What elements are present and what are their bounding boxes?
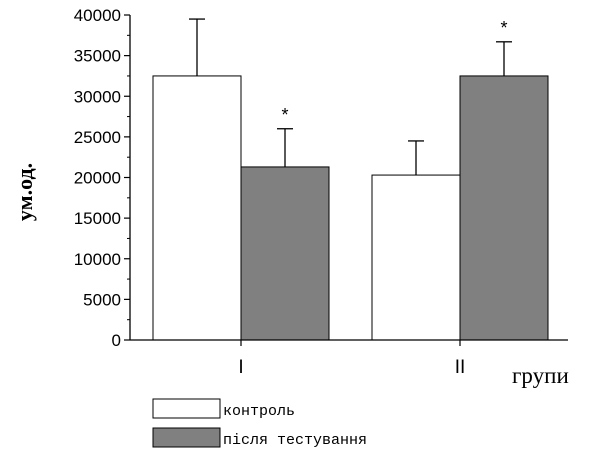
y-tick-label: 40000 xyxy=(74,6,121,25)
legend: контроль після тестування xyxy=(152,398,367,449)
x-axis-title: групи xyxy=(512,363,569,388)
significance-marker-group-1: * xyxy=(281,105,288,125)
bars-layer xyxy=(152,75,549,341)
y-axis-title: ум.од. xyxy=(12,163,37,221)
y-tick-label: 0 xyxy=(112,331,121,350)
y-tick-label: 15000 xyxy=(74,209,121,228)
y-tick-label: 35000 xyxy=(74,47,121,66)
bar-control-group-1 xyxy=(152,75,242,341)
y-tick-label: 20000 xyxy=(74,169,121,188)
legend-label-after-test: після тестування xyxy=(223,432,367,449)
y-tick-label: 5000 xyxy=(83,290,121,309)
x-categories-layer: I II xyxy=(238,340,465,378)
legend-swatch-after-test xyxy=(152,427,221,448)
y-ticks-layer: 0 5000 10000 15000 20000 25000 30000 35000 40000 xyxy=(74,6,130,350)
significance-marker-group-2: * xyxy=(500,18,507,38)
y-tick-label: 25000 xyxy=(74,128,121,147)
bar-after-test-group-2 xyxy=(459,75,549,341)
x-category-label: II xyxy=(455,357,466,378)
bar-after-test-group-1 xyxy=(240,166,330,341)
y-tick-label: 30000 xyxy=(74,87,121,106)
legend-swatch-control xyxy=(152,398,221,419)
bar-control-group-2 xyxy=(371,174,461,341)
y-tick-label: 10000 xyxy=(74,250,121,269)
x-category-label: I xyxy=(238,357,243,378)
significance-layer: ** xyxy=(281,18,507,125)
legend-label-control: контроль xyxy=(223,403,295,420)
error-bars-layer xyxy=(189,18,512,176)
